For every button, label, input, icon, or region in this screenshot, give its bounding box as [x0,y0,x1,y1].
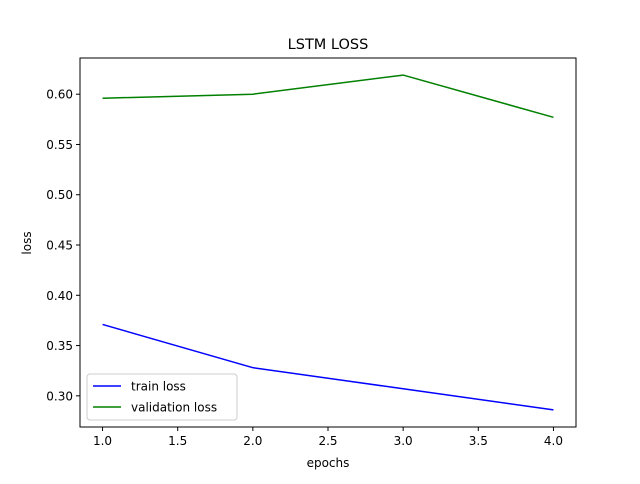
legend: train loss validation loss [87,374,237,420]
x-tick-label: 1.5 [168,434,187,448]
y-tick-label: 0.35 [46,339,73,353]
chart-title: LSTM LOSS [288,37,369,53]
x-tick-label: 4.0 [544,434,563,448]
legend-label-validation-loss: validation loss [131,401,217,415]
y-tick-label: 0.60 [46,88,73,102]
x-tick-label: 1.0 [93,434,112,448]
legend-label-train-loss: train loss [131,380,186,394]
x-tick-label: 2.0 [243,434,262,448]
y-tick-label: 0.40 [46,289,73,303]
y-tick-label: 0.30 [46,389,73,403]
x-tick-label: 3.5 [469,434,488,448]
x-axis-label: epochs [307,456,350,470]
y-tick-label: 0.55 [46,138,73,152]
y-axis-label: loss [20,231,34,254]
x-tick-label: 2.5 [318,434,337,448]
y-tick-label: 0.45 [46,239,73,253]
x-tick-label: 3.0 [394,434,413,448]
y-tick-label: 0.50 [46,188,73,202]
